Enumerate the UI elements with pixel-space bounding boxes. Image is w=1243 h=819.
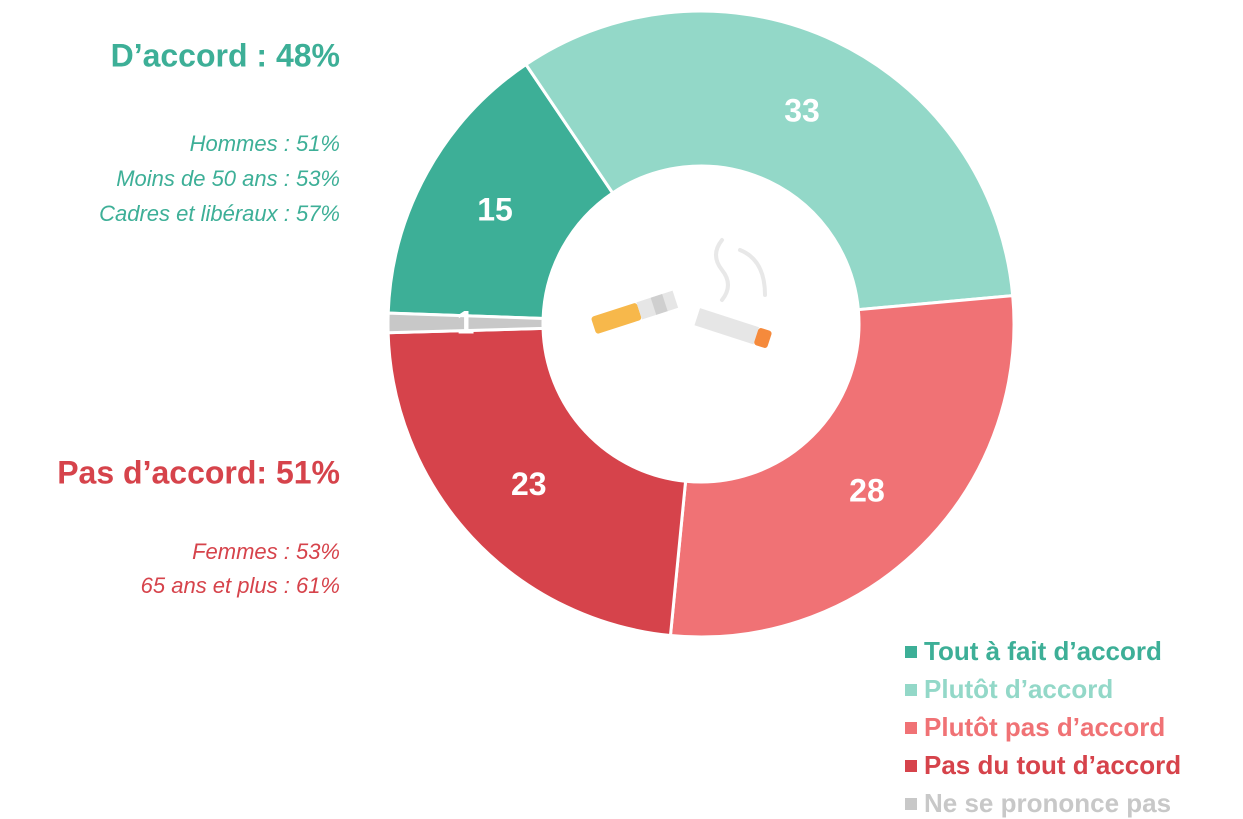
annotation-line: 65 ans et plus : 61%	[141, 573, 340, 598]
annotation-title: Pas d’accord: 51%	[57, 454, 340, 490]
legend-swatch	[905, 798, 917, 810]
annotation-line: Moins de 50 ans : 53%	[116, 166, 340, 191]
cigarette-icon	[591, 238, 772, 348]
legend-swatch	[905, 684, 917, 696]
donut-slice	[386, 311, 545, 335]
legend-swatch	[905, 760, 917, 772]
annotation-title: D’accord : 48%	[111, 37, 340, 73]
value-label: 23	[511, 466, 547, 502]
value-label: 33	[784, 93, 820, 129]
legend-swatch	[905, 722, 917, 734]
legend: Tout à fait d’accord Plutôt d’accord Plutô…	[905, 636, 1181, 818]
legend-label: Plutôt pas d’accord	[924, 712, 1165, 742]
donut-slice	[523, 9, 1015, 312]
legend-label: Ne se prononce pas	[924, 788, 1171, 818]
annotation-line: Femmes : 53%	[192, 539, 340, 564]
legend-label: Tout à fait d’accord	[924, 636, 1162, 666]
value-label: 28	[849, 473, 885, 509]
value-label: 15	[477, 191, 513, 227]
donut: 15 33 28 23 1	[386, 9, 1016, 639]
donut-slice	[668, 294, 1016, 639]
donut-slice	[386, 62, 615, 321]
legend-swatch	[905, 646, 917, 658]
annotation-line: Hommes : 51%	[190, 131, 340, 156]
annotation-line: Cadres et libéraux : 57%	[99, 201, 340, 226]
legend-label: Plutôt d’accord	[924, 674, 1113, 704]
value-label: 1	[457, 305, 475, 341]
donut-slice	[386, 326, 688, 638]
legend-label: Pas du tout d’accord	[924, 750, 1181, 780]
